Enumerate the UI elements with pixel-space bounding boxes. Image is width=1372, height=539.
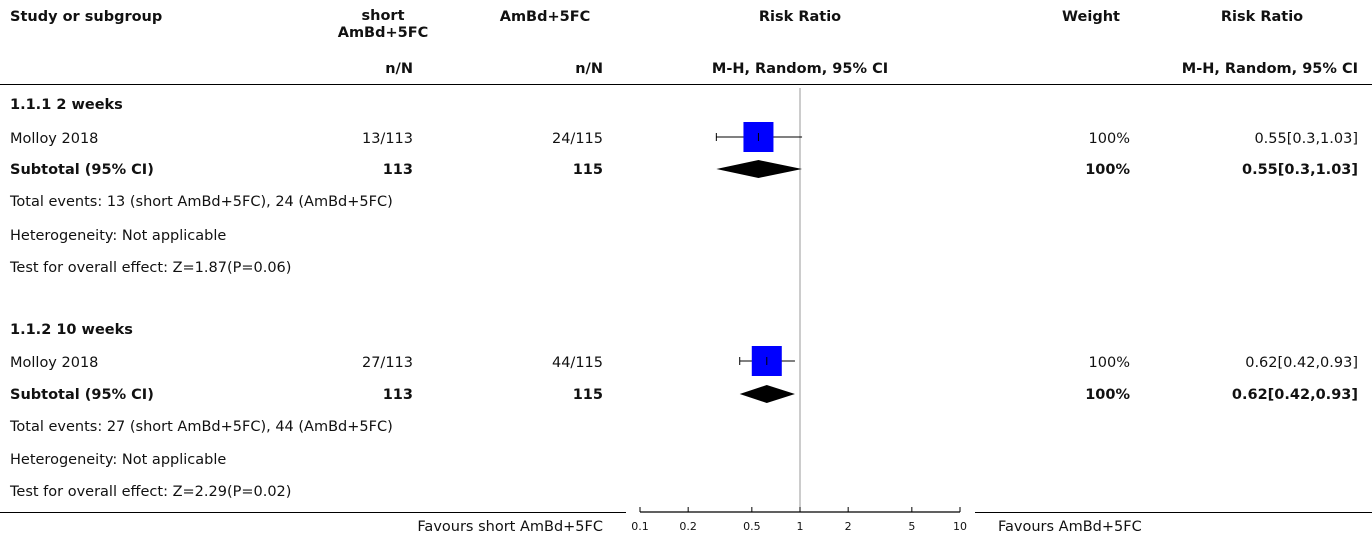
header-nN-group2: n/N — [575, 61, 603, 77]
study-weight: 100% — [1088, 355, 1130, 371]
overall-effect: Test for overall effect: Z=1.87(P=0.06) — [10, 260, 292, 276]
heterogeneity: Heterogeneity: Not applicable — [10, 228, 227, 244]
x-tick-label: 1 — [797, 520, 804, 533]
subtotal-n-group1: 113 — [382, 162, 413, 178]
study-ci-text: 0.55[0.3,1.03] — [1254, 131, 1358, 147]
header-nN-group1: n/N — [385, 61, 413, 77]
x-tick-label: 0.1 — [631, 520, 649, 533]
overall-effect: Test for overall effect: Z=2.29(P=0.02) — [10, 484, 292, 500]
study-name: Molloy 2018 — [10, 355, 99, 371]
study-events-group2: 44/115 — [551, 355, 603, 371]
x-tick-label: 2 — [845, 520, 852, 533]
study-weight: 100% — [1088, 131, 1130, 147]
study-events-group2: 24/115 — [551, 131, 603, 147]
subtotal-n-group2: 115 — [572, 162, 603, 178]
header-weight: Weight — [1062, 9, 1120, 25]
footer-rule-right — [975, 512, 1372, 513]
header-study: Study or subgroup — [10, 9, 163, 25]
heterogeneity: Heterogeneity: Not applicable — [10, 452, 227, 468]
subtotal-weight: 100% — [1085, 387, 1130, 403]
x-tick-label: 10 — [953, 520, 967, 533]
total-events: Total events: 13 (short AmBd+5FC), 24 (A… — [10, 194, 393, 210]
study-events-group1: 13/113 — [361, 131, 413, 147]
x-tick-label: 0.5 — [743, 520, 761, 533]
x-tick-label: 5 — [908, 520, 915, 533]
subtotal-ci-text: 0.55[0.3,1.03] — [1242, 162, 1358, 178]
subgroup-title: 1.1.1 2 weeks — [10, 97, 123, 113]
subtotal-diamond — [716, 160, 803, 178]
favours-right-label: Favours AmBd+5FC — [998, 519, 1142, 535]
subtotal-label: Subtotal (95% CI) — [10, 162, 154, 178]
subtotal-diamond — [739, 385, 795, 403]
header-rule — [0, 84, 1372, 85]
study-name: Molloy 2018 — [10, 131, 99, 147]
header-group1: short AmBd+5FC — [337, 8, 429, 41]
favours-left-label: Favours short AmBd+5FC — [417, 519, 603, 535]
x-tick-label: 0.2 — [679, 520, 697, 533]
subtotal-n-group1: 113 — [382, 387, 413, 403]
subtotal-n-group2: 115 — [572, 387, 603, 403]
study-ci-text: 0.62[0.42,0.93] — [1245, 355, 1358, 371]
subgroup-title: 1.1.2 10 weeks — [10, 322, 133, 338]
study-events-group1: 27/113 — [361, 355, 413, 371]
header-method: M-H, Random, 95% CI — [711, 61, 889, 77]
subtotal-label: Subtotal (95% CI) — [10, 387, 154, 403]
header-risk-ratio-ci: Risk Ratio — [1220, 9, 1304, 25]
header-risk-ratio: Risk Ratio — [758, 9, 842, 25]
total-events: Total events: 27 (short AmBd+5FC), 44 (A… — [10, 419, 393, 435]
footer-rule-left — [0, 512, 626, 513]
header-method-ci: M-H, Random, 95% CI — [1181, 61, 1358, 77]
subtotal-weight: 100% — [1085, 162, 1130, 178]
header-group2: AmBd+5FC — [499, 9, 591, 25]
subtotal-ci-text: 0.62[0.42,0.93] — [1231, 387, 1358, 403]
